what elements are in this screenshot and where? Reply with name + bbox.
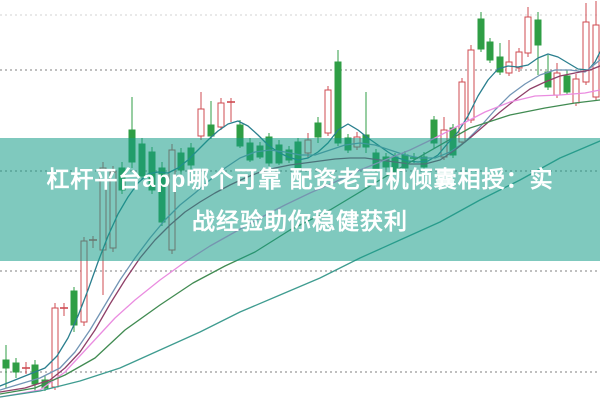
headline-line-2: 战经验助你稳健获利 <box>192 207 408 234</box>
headline-line-1: 杠杆平台app哪个可靠 配资老司机倾囊相授：实 <box>46 165 554 192</box>
headline-banner: 杠杆平台app哪个可靠 配资老司机倾囊相授：实 战经验助你稳健获利 <box>0 138 600 261</box>
